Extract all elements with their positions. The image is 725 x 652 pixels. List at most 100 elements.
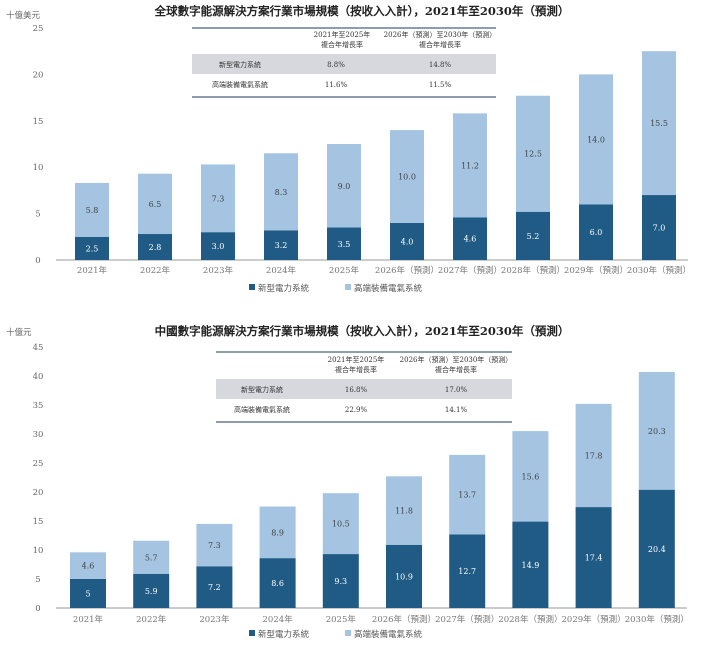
bar-segment-high-end <box>579 74 613 205</box>
data-label: 3.0 <box>212 242 225 251</box>
bar-segment-new-power <box>75 236 109 260</box>
legend-label: 新型電力系統 <box>258 629 310 640</box>
table-cell: 14.1% <box>445 406 468 414</box>
data-label: 6.5 <box>149 200 162 209</box>
table-cell: 11.5% <box>429 81 452 89</box>
data-label: 12.5 <box>524 150 542 159</box>
x-tick-label: 2028年（預測） <box>498 614 562 625</box>
y-tick-label: 40 <box>33 372 44 382</box>
bar-segment-high-end <box>512 431 549 522</box>
data-label: 10.9 <box>395 572 413 581</box>
x-tick-label: 2025年 <box>326 614 357 625</box>
x-tick-label: 2025年 <box>329 265 360 276</box>
global-bars: 2.5 5.8 2.8 6.5 3.0 7.3 3.2 8.3 3.5 9.0 4.0 10.0 4.6… <box>75 51 676 260</box>
x-tick-label: 2024年 <box>266 265 297 276</box>
y-tick-label: 20 <box>33 70 44 80</box>
bar-segment-new-power <box>449 534 486 608</box>
global-chart-title: 全球數字能源解決方案行業市場規模（按收入入計），2021年至2030年（預測） <box>154 4 570 18</box>
x-tick-label: 2022年 <box>136 614 167 625</box>
china-x-axis: 2021年 2022年 2023年 2024年 2025年 2026年（預測） 2027年（… <box>73 614 689 625</box>
data-label: 4.0 <box>401 237 414 246</box>
bar-segment-high-end <box>75 182 109 237</box>
y-tick-label: 45 <box>33 343 44 353</box>
data-label: 14.0 <box>587 135 605 144</box>
china-bars: 5 4.6 5.9 5.7 7.2 7.3 8.6 8.9 9.3 10.5 10.9 11.8 12.… <box>70 371 675 608</box>
x-tick-label: 2022年 <box>140 265 171 276</box>
x-tick-label: 2023年 <box>203 265 234 276</box>
global-chart-unit: 十億美元 <box>6 10 41 21</box>
china-cagr-table: 2021年至2025年 複合年增長率 2026年（預測）至2030年（預測） 複… <box>216 351 512 423</box>
table-header-1b: 複合年增長率 <box>321 40 363 49</box>
legend-swatch-dark <box>249 630 255 636</box>
data-label: 6.0 <box>590 228 603 237</box>
table-row-band <box>216 379 512 399</box>
bar-segment-new-power <box>575 507 612 608</box>
y-tick-label: 15 <box>33 117 44 127</box>
data-label: 15.6 <box>521 472 539 481</box>
bar-segment-new-power <box>638 489 675 608</box>
y-tick-label: 25 <box>33 24 44 34</box>
data-label: 20.3 <box>648 427 666 436</box>
data-label: 5.9 <box>145 587 158 596</box>
bar-segment-high-end <box>133 540 170 574</box>
data-label: 10.0 <box>398 172 416 181</box>
table-cell: 8.8% <box>327 61 345 69</box>
x-tick-label: 2029年（預測） <box>562 614 626 625</box>
bar-segment-new-power <box>70 579 106 608</box>
table-row-label: 高端裝備電氣系統 <box>234 405 290 414</box>
china-chart-title: 中國數字能源解決方案行業市場規模（按收入入計），2021年至2030年（預測） <box>155 324 570 338</box>
data-label: 11.8 <box>395 507 413 516</box>
table-row-band <box>192 54 496 74</box>
global-x-axis: 2021年 2022年 2023年 2024年 2025年 2026年（預測）2027年（… <box>77 265 691 276</box>
y-tick-label: 5 <box>35 210 40 220</box>
bar-segment-high-end <box>575 403 612 508</box>
y-tick-label: 0 <box>35 604 40 614</box>
data-label: 7.3 <box>212 194 225 203</box>
bar-segment-new-power <box>453 217 487 260</box>
x-tick-label: 2030年（預測） <box>625 614 689 625</box>
bar-segment-new-power <box>133 573 170 608</box>
legend-swatch-light <box>345 284 351 290</box>
data-label: 11.2 <box>461 161 479 170</box>
data-label: 9.0 <box>338 182 351 191</box>
bar-segment-high-end <box>327 144 361 228</box>
data-label: 7.0 <box>653 224 666 233</box>
bar-segment-high-end <box>638 371 675 490</box>
bar-segment-new-power <box>642 195 676 260</box>
data-label: 13.7 <box>458 491 476 500</box>
bar-segment-high-end <box>138 173 172 235</box>
bar-segment-new-power <box>322 554 359 608</box>
bar-segment-high-end <box>386 476 422 545</box>
x-tick-label: 2027年（預測） <box>438 265 502 276</box>
x-tick-label: 2021年 <box>73 614 104 625</box>
table-row-label: 新型電力系統 <box>241 385 283 394</box>
data-label: 8.3 <box>275 188 288 197</box>
bar-segment-high-end <box>201 164 235 233</box>
y-tick-label: 15 <box>33 517 44 527</box>
table-cell: 14.8% <box>429 61 452 69</box>
table-cell: 17.0% <box>445 386 468 394</box>
china-chart: 中國數字能源解決方案行業市場規模（按收入入計），2021年至2030年（預測） … <box>6 324 689 640</box>
global-legend: 新型電力系統 高端裝備電氣系統 <box>249 283 423 294</box>
bar-segment-new-power <box>516 211 550 260</box>
y-tick-label: 25 <box>33 459 44 469</box>
china-chart-unit: 十億元 <box>6 327 32 338</box>
data-label: 20.4 <box>648 545 666 554</box>
y-tick-label: 5 <box>35 575 40 585</box>
legend-label: 新型電力系統 <box>258 283 310 294</box>
table-header-2b: 複合年增長率 <box>419 40 461 49</box>
x-tick-label: 2023年 <box>199 614 230 625</box>
y-tick-label: 10 <box>33 163 44 173</box>
y-tick-label: 0 <box>35 256 40 266</box>
y-tick-label: 35 <box>33 401 44 411</box>
bar-segment-new-power <box>259 558 296 608</box>
data-label: 10.5 <box>332 520 350 529</box>
bar-segment-high-end <box>642 51 676 196</box>
bar-segment-high-end <box>259 506 296 559</box>
x-tick-label: 2026年（預測） <box>375 265 439 276</box>
data-label: 5.8 <box>86 206 99 215</box>
x-tick-label: 2026年（預測） <box>372 614 436 625</box>
x-tick-label: 2028年（預測） <box>501 265 565 276</box>
x-tick-label: 2021年 <box>77 265 108 276</box>
x-tick-label: 2029年（預測） <box>564 265 628 276</box>
